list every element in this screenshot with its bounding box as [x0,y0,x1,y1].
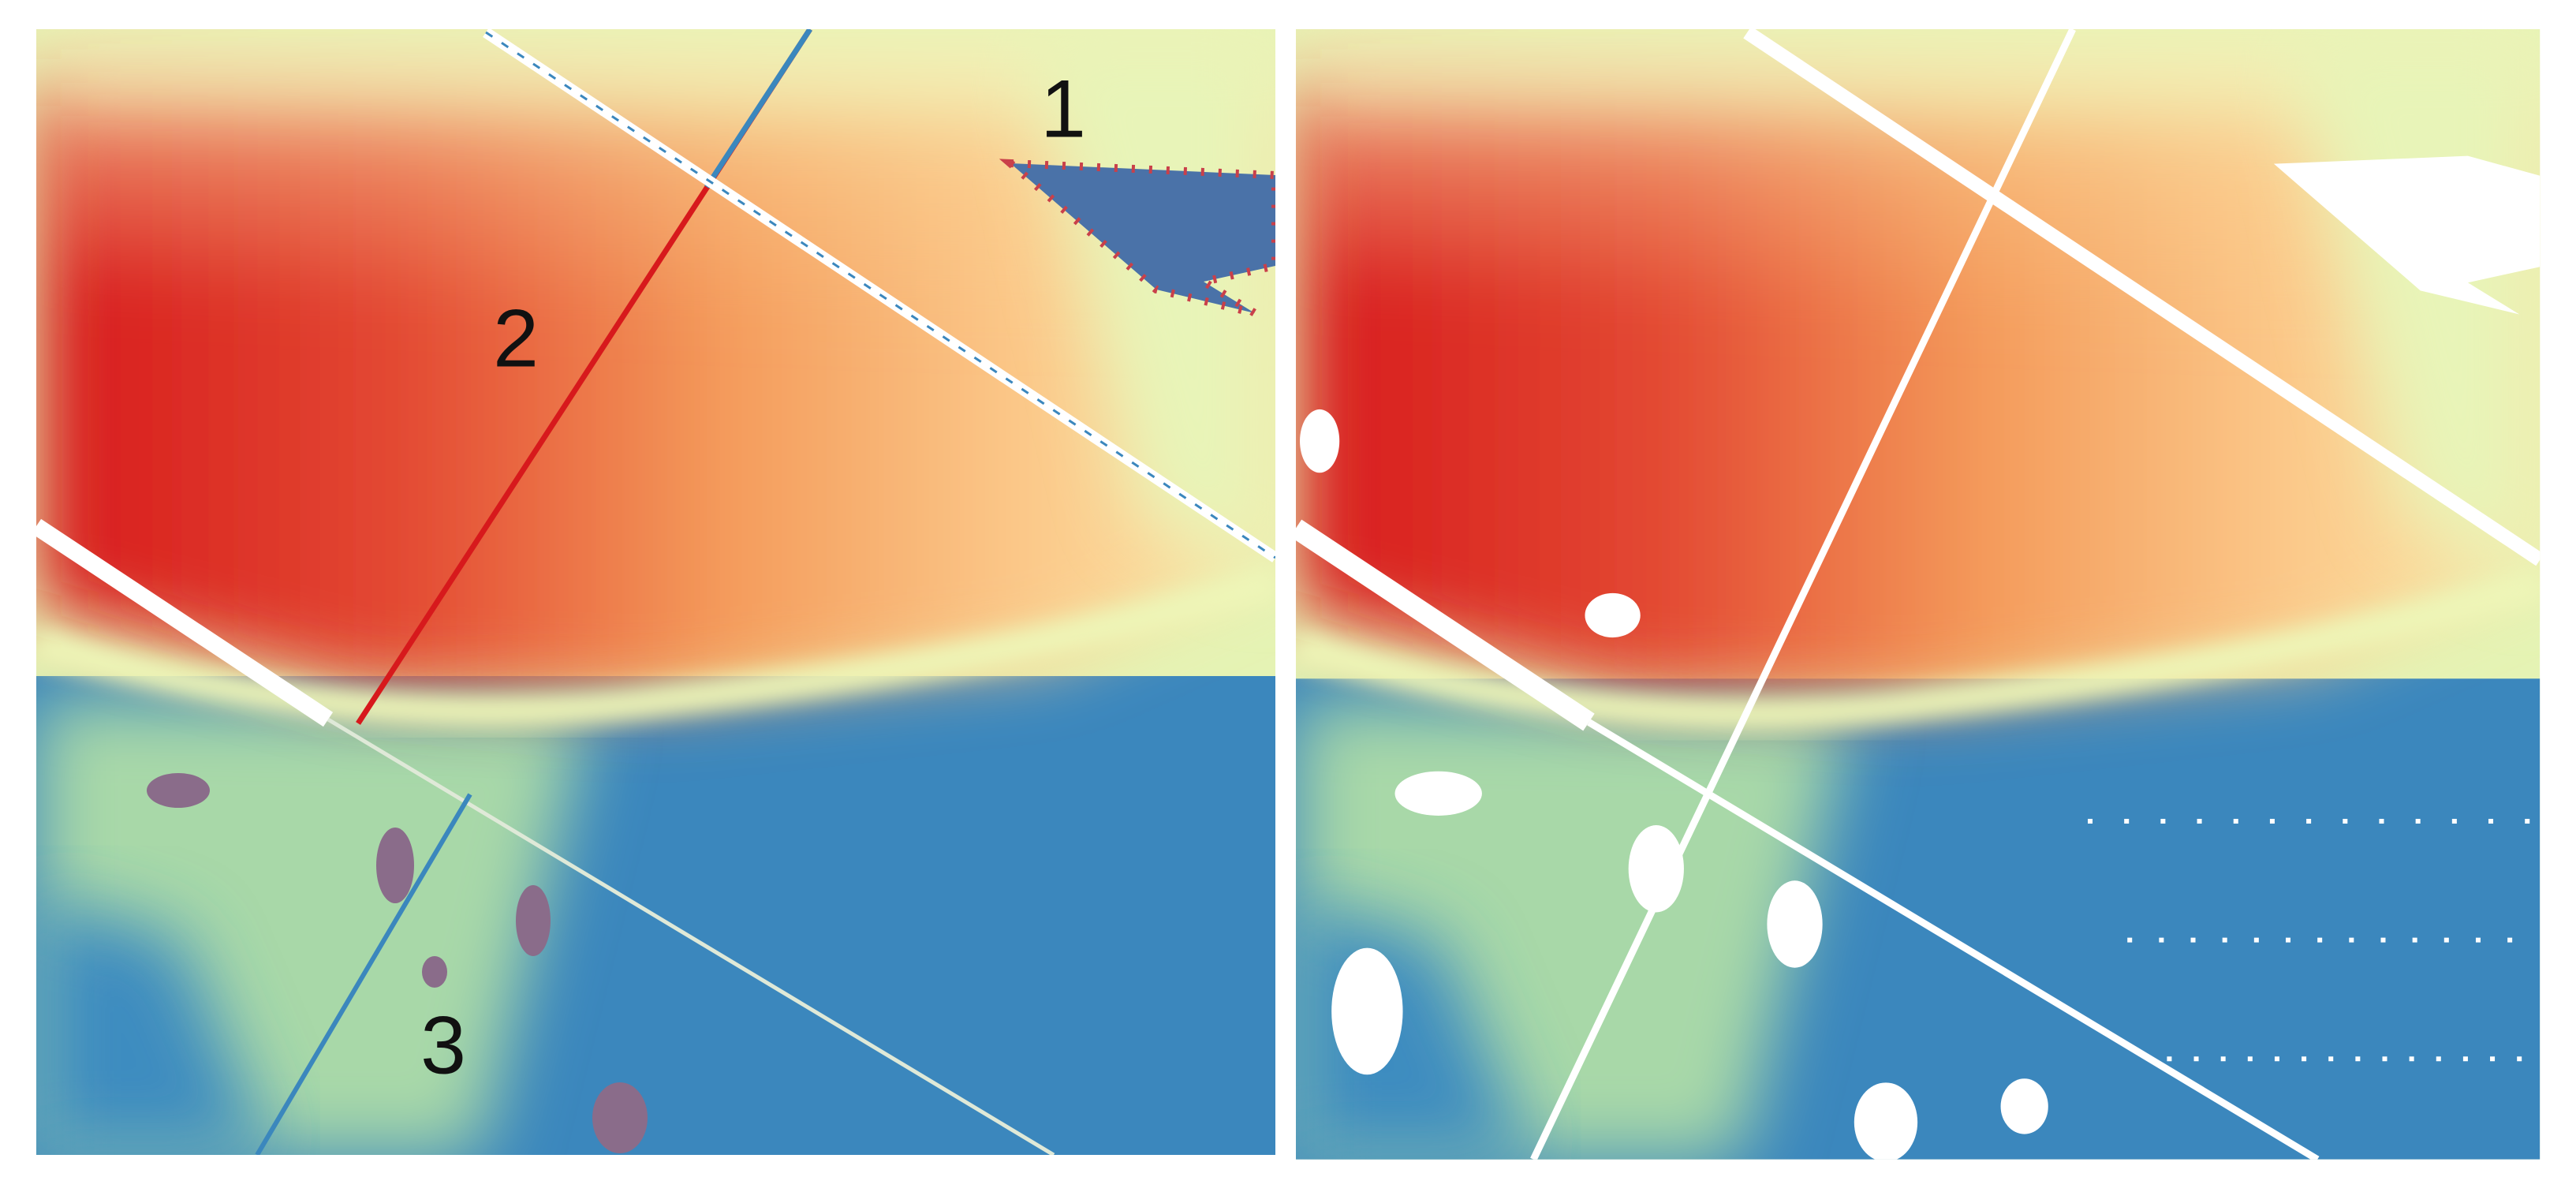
left-overlays [36,29,1275,1155]
annotation: 3 [420,1000,466,1091]
streak-noise [485,31,1275,559]
noise-patch [376,828,414,903]
noise-patch [147,773,210,808]
edge-streak [36,518,334,727]
mask-lower [1587,719,2320,1160]
line-2-top [704,29,812,189]
noise-patch [516,885,551,956]
mask [2000,1078,2048,1134]
noise-patch [422,956,447,988]
noise-patch-1 [1010,163,1275,313]
mask [1394,771,1482,816]
noise-patch [592,1082,648,1153]
right-panel [1296,29,2540,1162]
lower-streak [327,717,1055,1155]
left-panel: 1 2 3 [36,29,1275,1155]
annotation: 1 [1040,63,1086,155]
mask [1628,825,1684,913]
mask-edge [1296,519,1595,731]
mask-1 [2273,155,2541,315]
noise-speckle [999,159,1275,317]
annotation: 2 [493,293,539,384]
line-3 [255,793,472,1155]
mask [1585,592,1641,638]
mask [1767,880,1823,968]
mask [1331,947,1403,1075]
mask [1300,409,1340,473]
mask [1854,1082,1918,1160]
right-masks [1296,29,2541,1160]
mask-line [1530,29,2077,1160]
mask-streak [1743,29,2541,566]
